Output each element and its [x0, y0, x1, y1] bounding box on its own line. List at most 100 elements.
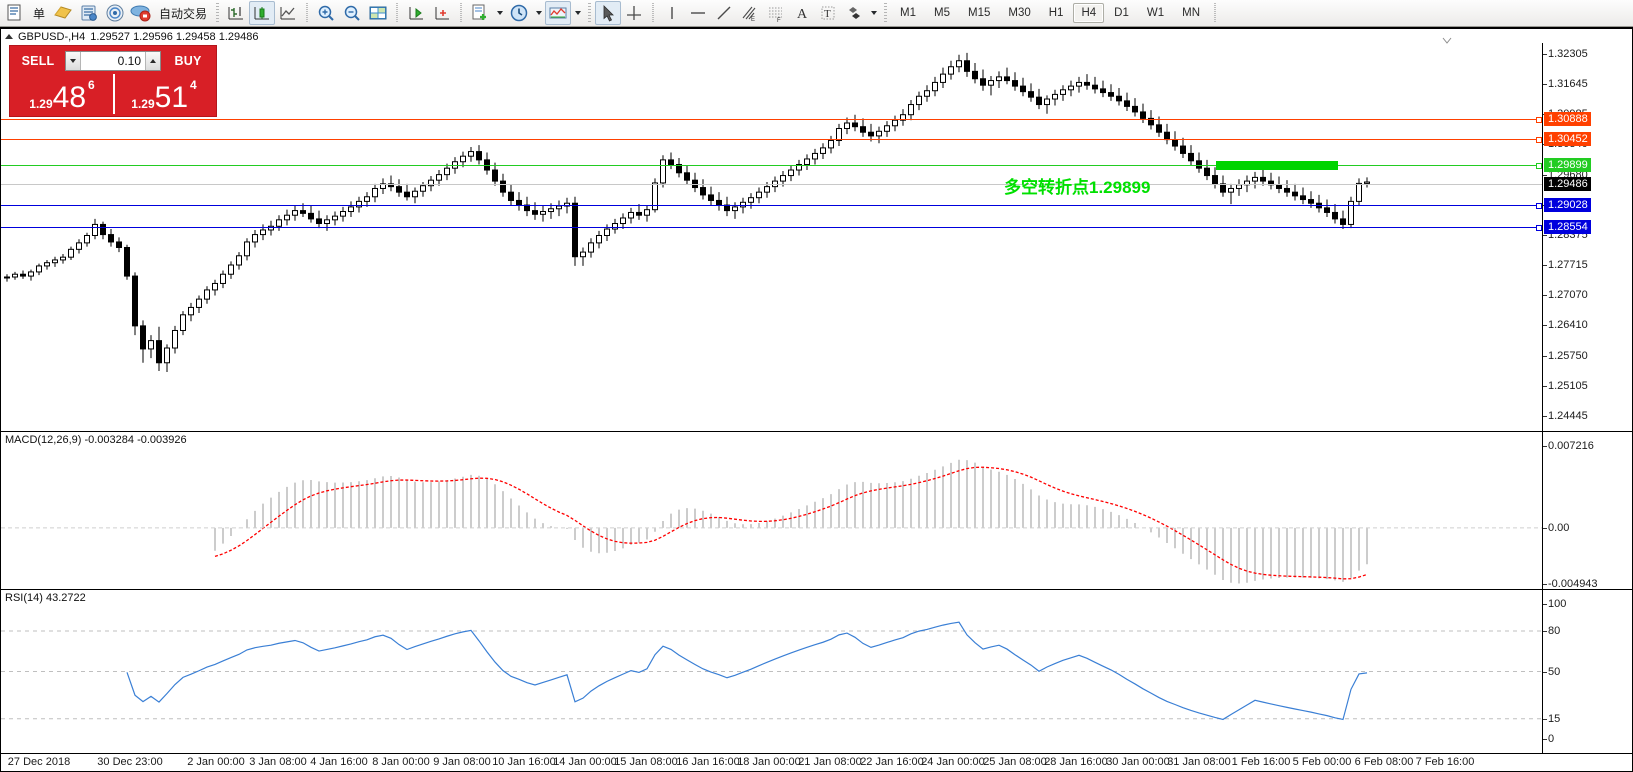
- oct-prices: 1.29 48 6 1.29 51 4: [10, 72, 216, 116]
- rsi-axis[interactable]: 100 80 50 15 0: [1542, 590, 1632, 756]
- buy-button[interactable]: BUY: [174, 53, 202, 68]
- timeframe-h4[interactable]: H4: [1073, 3, 1105, 23]
- text-label-icon[interactable]: A: [789, 1, 815, 25]
- cursor-icon[interactable]: [595, 1, 622, 25]
- period-icon[interactable]: [506, 1, 532, 25]
- volume-input[interactable]: 0.10: [117, 53, 141, 68]
- collapse-icon[interactable]: [5, 34, 13, 39]
- timeframe-m1[interactable]: M1: [900, 7, 917, 19]
- price-tick: 1.31645: [1543, 78, 1588, 91]
- timeframe-m15[interactable]: M15: [968, 7, 991, 19]
- equidistant-channel-icon[interactable]: E: [737, 1, 763, 25]
- svg-text:T: T: [824, 8, 831, 20]
- line-anchor[interactable]: [1536, 137, 1542, 144]
- toolbar-separator-5: [1212, 3, 1218, 23]
- pivot-zone-box[interactable]: [1216, 160, 1338, 170]
- toolbar-separator-3: [458, 3, 465, 23]
- chevron-down-icon-3[interactable]: [571, 1, 584, 25]
- chart-grid-icon[interactable]: [365, 1, 391, 25]
- price-plot[interactable]: 多空转折点1.29899: [1, 43, 1542, 431]
- toolbar-separator-2: [394, 3, 401, 23]
- resistance-line-2[interactable]: [1, 137, 1542, 144]
- macd-plot[interactable]: [1, 432, 1542, 589]
- trendline-icon[interactable]: [711, 1, 737, 25]
- chevron-down-icon[interactable]: [493, 1, 506, 25]
- signals-icon[interactable]: [102, 1, 128, 25]
- chevron-down-icon-4[interactable]: [867, 1, 880, 25]
- timeframe-d1[interactable]: D1: [1114, 7, 1129, 19]
- indicators-icon[interactable]: [545, 1, 572, 25]
- support-line-1-label: 1.29028: [1544, 197, 1591, 212]
- buy-price-prefix: 1.29: [131, 97, 155, 111]
- price-tick: 1.25750: [1543, 349, 1588, 362]
- timeframe-m30[interactable]: M30: [1008, 7, 1031, 19]
- rsi-pane: RSI(14) 43.2722 100 80 50 15 0: [1, 589, 1632, 756]
- sell-price[interactable]: 1.29 48 6: [12, 72, 112, 114]
- line-anchor[interactable]: [1536, 162, 1542, 169]
- toolbar-grip[interactable]: [214, 2, 222, 24]
- buy-price[interactable]: 1.29 51 4: [114, 72, 214, 114]
- vertical-line-icon[interactable]: [659, 1, 685, 25]
- text-icon[interactable]: T: [815, 1, 841, 25]
- toolbar-grip-2[interactable]: [586, 2, 594, 24]
- new-chart-icon[interactable]: [467, 1, 493, 25]
- rsi-tick: 50: [1542, 665, 1561, 678]
- pivot-line[interactable]: [1, 162, 1542, 169]
- macd-pane: MACD(12,26,9) -0.003284 -0.003926 0.0072…: [1, 431, 1632, 589]
- new-order-icon[interactable]: [2, 1, 28, 25]
- time-tick: 9 Jan 08:00: [433, 756, 491, 768]
- price-axis[interactable]: 1.323051.316451.309851.303401.296801.290…: [1542, 43, 1632, 431]
- time-tick: 24 Jan 00:00: [921, 756, 985, 768]
- line-anchor[interactable]: [1536, 116, 1542, 123]
- candlestick-chart-icon[interactable]: [249, 1, 276, 25]
- line-anchor[interactable]: [1536, 202, 1542, 209]
- time-tick: 31 Jan 08:00: [1167, 756, 1231, 768]
- chart-window: GBPUSD-,H4 1.29527 1.29596 1.29458 1.294…: [0, 27, 1633, 772]
- horizontal-line-icon[interactable]: [685, 1, 711, 25]
- turning-point-note: 多空转折点1.29899: [1004, 178, 1151, 197]
- sell-button[interactable]: SELL: [21, 53, 55, 68]
- one-click-trading-panel[interactable]: SELL 0.10 BUY 1.29 48 6 1.29 51 4: [9, 45, 217, 117]
- timeframe-w1[interactable]: W1: [1146, 7, 1165, 19]
- chart-autoscroll-icon[interactable]: [429, 1, 455, 25]
- zoom-out-icon[interactable]: [339, 1, 365, 25]
- macd-axis[interactable]: 0.007216 0.00 -0.004943: [1542, 432, 1632, 589]
- crosshair-icon[interactable]: [621, 1, 647, 25]
- rsi-label: RSI(14) 43.2722: [5, 592, 86, 604]
- market-icon[interactable]: [128, 1, 154, 25]
- timeframe-mn[interactable]: MN: [1182, 7, 1200, 19]
- timeframe-h1[interactable]: H1: [1048, 7, 1064, 19]
- chart-symbol-header: GBPUSD-,H4 1.29527 1.29596 1.29458 1.294…: [1, 29, 258, 44]
- macd-tick: 0.00: [1542, 521, 1570, 534]
- resistance-line-1-label: 1.30888: [1544, 111, 1591, 126]
- support-line-2[interactable]: [1, 224, 1542, 231]
- chart-symbol: GBPUSD-,H4: [18, 30, 86, 43]
- volume-decrease-button[interactable]: [66, 51, 81, 70]
- volume-increase-button[interactable]: [145, 51, 160, 70]
- chart-shift-icon[interactable]: [403, 1, 429, 25]
- timeframe-m5[interactable]: M5: [934, 7, 950, 19]
- price-tick: 1.27070: [1543, 288, 1588, 301]
- toolbar-grip-3[interactable]: [882, 2, 890, 24]
- line-anchor[interactable]: [1536, 224, 1542, 231]
- time-axis[interactable]: 27 Dec 2018 30 Dec 23:00 2 Jan 00:00 3 Jan …: [1, 753, 1632, 771]
- shapes-icon[interactable]: [841, 1, 867, 25]
- autotrade-label[interactable]: 自动交易: [159, 6, 208, 21]
- support-line-1[interactable]: [1, 202, 1542, 209]
- rsi-plot[interactable]: [1, 590, 1542, 756]
- expert-advisors-icon[interactable]: [76, 1, 102, 25]
- resistance-line-1[interactable]: [1, 116, 1542, 123]
- rsi-tick: 80: [1542, 625, 1561, 637]
- chart-ohlc: 1.29527 1.29596 1.29458 1.29486: [90, 30, 259, 43]
- zoom-in-icon[interactable]: [313, 1, 339, 25]
- order-label: 单: [33, 6, 46, 21]
- bar-chart-icon[interactable]: [223, 1, 249, 25]
- chart-scroll-marker[interactable]: [1442, 32, 1452, 44]
- current-price-line-label: 1.29486: [1544, 176, 1591, 191]
- current-price-line[interactable]: [1, 183, 1542, 185]
- line-chart-icon[interactable]: [275, 1, 301, 25]
- metaeditor-icon[interactable]: [50, 1, 76, 25]
- chevron-down-icon-2[interactable]: [532, 1, 545, 25]
- fibonacci-icon[interactable]: F: [763, 1, 789, 25]
- volume-stepper[interactable]: 0.10: [65, 50, 161, 71]
